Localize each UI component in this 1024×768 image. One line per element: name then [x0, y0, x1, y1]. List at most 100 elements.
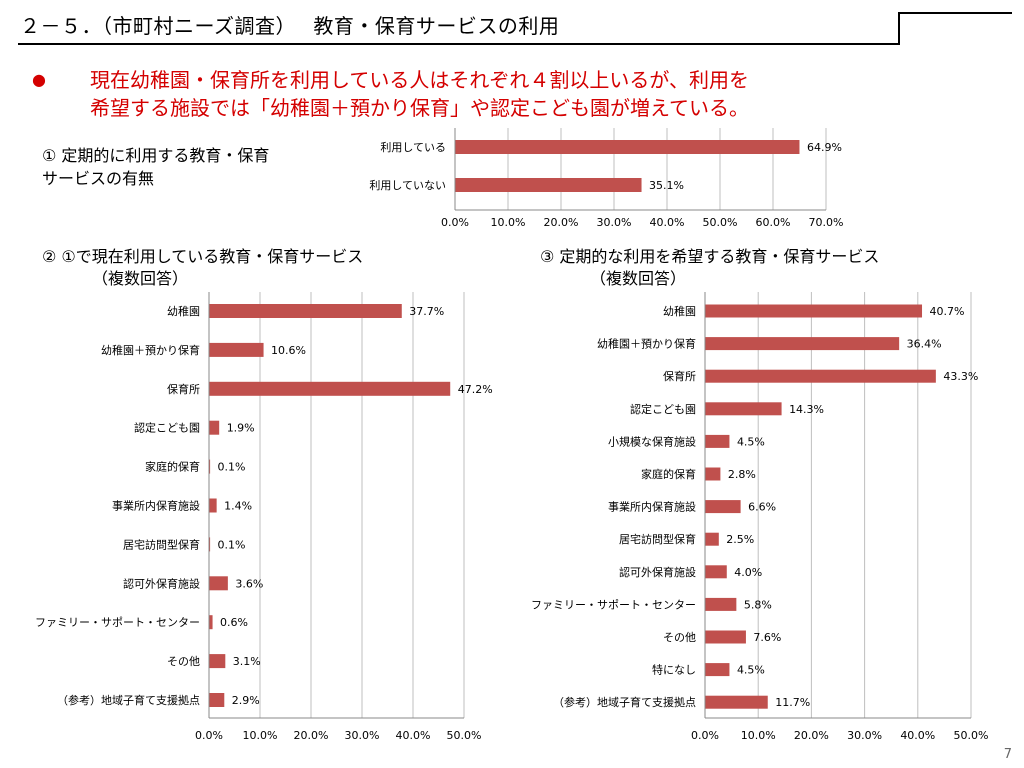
chart-3-value-label: 7.6% — [753, 631, 781, 644]
chart-2-bar — [209, 342, 264, 357]
chart-3-bar — [705, 304, 923, 318]
chart-3-tick-label: 50.0% — [954, 729, 989, 742]
chart-2-value-label: 3.1% — [233, 655, 261, 668]
chart-3-category-label: ファミリー・サポート・センター — [531, 598, 696, 611]
page-title: ２－５．（市町村ニーズ調査） 教育・保育サービスの利用 — [20, 14, 560, 38]
chart-3-bar — [705, 369, 936, 383]
bullet-marker: ● — [32, 70, 46, 89]
chart-2-value-label: 1.4% — [224, 500, 252, 513]
chart-2-category-label: 幼稚園 — [167, 305, 200, 318]
chart-3-category-label: 幼稚園＋預かり保育 — [597, 337, 696, 351]
chart-3-category-label: 事業所内保育施設 — [608, 500, 696, 514]
chart-1-tick-label: 10.0% — [491, 216, 526, 229]
chart-2-bar — [209, 693, 225, 707]
chart-3-tick-label: 30.0% — [847, 729, 882, 742]
chart-3-value-label: 43.3% — [943, 370, 978, 383]
chart-3-value-label: 4.5% — [737, 664, 765, 677]
chart-2-value-label: 37.7% — [409, 305, 444, 318]
chart-3-category-label: 幼稚園 — [663, 305, 696, 318]
chart-2-bar — [209, 576, 228, 591]
chart-2-tick-label: 10.0% — [243, 729, 278, 742]
chart-2-category-label: 認可外保育施設 — [123, 576, 200, 590]
chart-2-value-label: 0.1% — [218, 461, 246, 474]
section-1-heading-line-2: サービスの有無 — [42, 169, 155, 188]
chart-2-tick-label: 30.0% — [345, 729, 380, 742]
chart-3-value-label: 40.7% — [930, 305, 965, 318]
chart-1-category-label: 利用している — [380, 141, 446, 154]
chart-1-tick-label: 40.0% — [650, 216, 685, 229]
chart-3-value-label: 4.0% — [734, 566, 762, 579]
chart-2-category-label: 家庭的保育 — [145, 460, 200, 474]
chart-2-category-label: （参考）地域子育て支援拠点 — [57, 693, 200, 707]
chart-3-bar — [705, 597, 737, 611]
chart-2-value-label: 47.2% — [458, 383, 493, 396]
chart-3-bar — [705, 467, 721, 481]
chart-1-value-label: 35.1% — [649, 179, 684, 192]
chart-3-value-label: 14.3% — [789, 403, 824, 416]
chart-3-bar — [705, 532, 719, 546]
chart-1-tick-label: 60.0% — [756, 216, 791, 229]
chart-3-tick-label: 20.0% — [794, 729, 829, 742]
chart-2-value-label: 10.6% — [271, 344, 306, 357]
section-3-heading-line-1: ③ 定期的な利用を希望する教育・保育サービス — [540, 247, 880, 266]
chart-2-tick-label: 20.0% — [294, 729, 329, 742]
chart-3-value-label: 36.4% — [907, 338, 942, 351]
chart-3-value-label: 2.8% — [728, 468, 756, 481]
chart-2-bar — [209, 537, 211, 552]
summary-line-1: 現在幼稚園・保育所を利用している人はそれぞれ４割以上いるが、利用を — [90, 68, 749, 92]
chart-2-value-label: 0.6% — [220, 616, 248, 629]
chart-2-value-label: 1.9% — [227, 422, 255, 435]
chart-2-bar — [209, 498, 217, 513]
chart-3-bar — [705, 695, 768, 709]
chart-3-value-label: 5.8% — [744, 598, 772, 611]
section-3-heading-line-2: （複数回答） — [590, 269, 687, 288]
chart-3-value-label: 11.7% — [775, 696, 810, 709]
chart-2-bar — [209, 654, 226, 669]
chart-3-category-label: 認可外保育施設 — [619, 565, 696, 579]
chart-1-tick-label: 20.0% — [544, 216, 579, 229]
chart-1-tick-label: 50.0% — [703, 216, 738, 229]
chart-3-bar — [705, 434, 730, 448]
chart-2-category-label: 幼稚園＋預かり保育 — [101, 343, 200, 357]
chart-3-tick-label: 40.0% — [900, 729, 935, 742]
chart-2-tick-label: 0.0% — [195, 729, 223, 742]
chart-1-category-label: 利用していない — [369, 179, 446, 192]
chart-3-value-label: 6.6% — [748, 501, 776, 514]
chart-1-value-label: 64.9% — [807, 141, 842, 154]
chart-2-bar — [209, 420, 220, 435]
chart-3-value-label: 4.5% — [737, 435, 765, 448]
chart-1-tick-label: 0.0% — [441, 216, 469, 229]
chart-3-category-label: 特になし — [652, 663, 696, 677]
chart-3-category-label: その他 — [663, 631, 696, 644]
chart-3-category-label: 家庭的保育 — [641, 467, 696, 481]
chart-3-bar — [705, 402, 782, 416]
corner-frame — [898, 12, 1012, 45]
chart-2-tick-label: 40.0% — [396, 729, 431, 742]
section-1-heading-line-1: ① 定期的に利用する教育・保育 — [42, 146, 270, 165]
chart-2-bar — [209, 615, 213, 630]
chart-3-bar — [705, 565, 727, 579]
chart-3-category-label: 保育所 — [663, 369, 696, 383]
chart-3-value-label: 2.5% — [726, 533, 754, 546]
chart-2-value-label: 2.9% — [232, 694, 260, 707]
chart-3-category-label: 認定こども園 — [630, 402, 696, 416]
chart-2-value-label: 0.1% — [218, 538, 246, 551]
section-2-heading-line-1: ② ①で現在利用している教育・保育サービス — [42, 247, 364, 266]
chart-2-bar — [209, 459, 211, 474]
chart-2-category-label: 保育所 — [167, 382, 200, 396]
chart-3-bar — [705, 500, 741, 514]
chart-3-tick-label: 0.0% — [691, 729, 719, 742]
chart-2-category-label: ファミリー・サポート・センター — [35, 616, 200, 629]
chart-2-bar — [209, 381, 451, 396]
chart-2-bar — [209, 304, 402, 318]
summary-line-2: 希望する施設では「幼稚園＋預かり保育」や認定こども園が増えている。 — [90, 96, 749, 120]
chart-3-bar — [705, 630, 746, 644]
chart-3-category-label: 小規模な保育施設 — [608, 434, 696, 448]
chart-1-bar — [455, 178, 642, 192]
chart-2-tick-label: 50.0% — [447, 729, 482, 742]
section-2-heading-line-2: （複数回答） — [92, 269, 189, 288]
chart-2-value-label: 3.6% — [235, 577, 263, 590]
chart-3-bar — [705, 663, 730, 677]
title-underline — [18, 43, 898, 45]
chart-3-category-label: 居宅訪問型保育 — [619, 532, 696, 546]
